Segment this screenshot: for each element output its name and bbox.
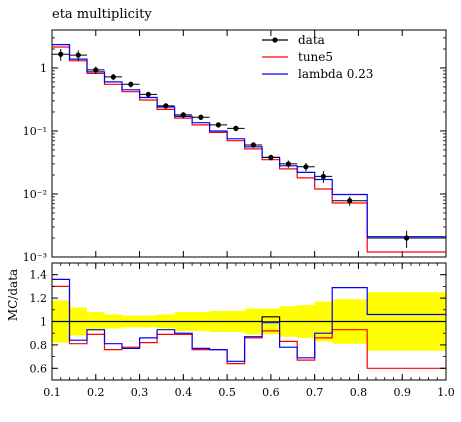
legend-label: tune5 <box>298 50 333 64</box>
main-y-tick-label: 10⁻¹ <box>23 125 47 138</box>
chart-title: eta multiplicity <box>52 7 152 22</box>
main-plot-frame <box>52 30 446 257</box>
x-tick-label: 0.8 <box>350 386 368 399</box>
data-point <box>347 198 352 203</box>
ratio-y-tick-label: 0.6 <box>30 362 48 375</box>
series-lambda-0-23-line <box>52 45 446 237</box>
main-plot-panel: 10⁻³ 10⁻² 10⁻¹ 1 <box>23 30 446 264</box>
legend: data tune5 lambda 0.23 <box>262 33 373 81</box>
data-point <box>181 112 186 117</box>
data-point <box>404 235 409 240</box>
x-tick-label: 1.0 <box>437 386 455 399</box>
ratio-y-axis-label: MC/data <box>6 269 20 321</box>
main-y-tick-label: 1 <box>40 62 47 75</box>
data-point <box>163 103 168 108</box>
data-point <box>286 161 291 166</box>
main-y-tick-label: 10⁻² <box>23 188 47 201</box>
x-tick-label: 0.1 <box>43 386 61 399</box>
ratio-y-tick-label: 1.4 <box>30 269 48 282</box>
x-tick-label: 0.9 <box>393 386 411 399</box>
data-point <box>111 74 116 79</box>
x-tick-label: 0.2 <box>87 386 105 399</box>
x-tick-label: 0.7 <box>306 386 324 399</box>
data-point <box>251 142 256 147</box>
x-tick-label: 0.3 <box>131 386 149 399</box>
ratio-y-tick-label: 1.2 <box>30 292 48 305</box>
data-point <box>76 52 81 57</box>
ratio-plot-panel: 0.6 0.8 1 1.2 1.4 0.1 0.2 0.3 0.4 0.5 0.6 0.7 0.8 0.9… <box>30 263 455 399</box>
data-point <box>198 115 203 120</box>
data-point <box>303 164 308 169</box>
ratio-y-tick-label: 1 <box>40 316 47 329</box>
data-point <box>233 126 238 131</box>
data-point <box>268 155 273 160</box>
ratio-y-tick-label: 0.8 <box>30 339 48 352</box>
data-point <box>93 67 98 72</box>
data-point <box>216 122 221 127</box>
data-point <box>146 92 151 97</box>
legend-label: lambda 0.23 <box>298 67 373 81</box>
data-point <box>321 174 326 179</box>
x-tick-label: 0.6 <box>262 386 280 399</box>
legend-label: data <box>298 33 325 47</box>
data-point <box>58 52 63 57</box>
x-tick-label: 0.4 <box>175 386 193 399</box>
legend-marker <box>272 37 277 42</box>
x-tick-label: 0.5 <box>218 386 236 399</box>
data-point <box>128 82 133 87</box>
main-y-tick-label: 10⁻³ <box>23 251 47 264</box>
